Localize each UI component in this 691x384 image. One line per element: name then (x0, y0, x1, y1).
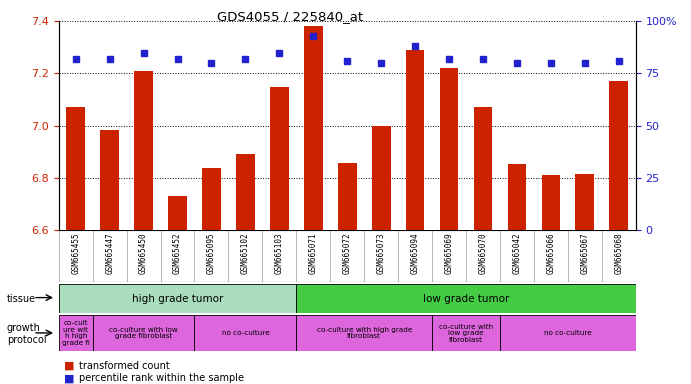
Text: growth
protocol: growth protocol (7, 323, 46, 345)
Bar (202, 168, 221, 230)
Text: GSM665450: GSM665450 (139, 232, 148, 273)
Text: high grade tumor: high grade tumor (132, 293, 223, 304)
Bar (338, 163, 357, 230)
Text: GSM665068: GSM665068 (614, 232, 623, 273)
Text: GSM665069: GSM665069 (444, 232, 453, 273)
Bar (406, 50, 424, 230)
Text: no co-culture: no co-culture (544, 330, 591, 336)
Bar (609, 81, 628, 230)
Bar (542, 175, 560, 230)
Bar (66, 108, 85, 230)
Bar (372, 126, 390, 230)
Bar (296, 284, 636, 313)
Text: co-culture with high grade
fibroblast: co-culture with high grade fibroblast (316, 327, 412, 339)
Text: GSM665452: GSM665452 (173, 232, 182, 273)
Text: ■: ■ (64, 373, 75, 383)
Text: GSM665103: GSM665103 (275, 232, 284, 273)
Bar (576, 174, 594, 230)
Bar (194, 315, 296, 351)
Text: GSM665094: GSM665094 (410, 232, 419, 273)
Text: co-cult
ure wit
h high
grade fi: co-cult ure wit h high grade fi (61, 320, 90, 346)
Text: GSM665067: GSM665067 (580, 232, 589, 273)
Bar (93, 315, 194, 351)
Bar (439, 68, 458, 230)
Text: GSM665070: GSM665070 (478, 232, 487, 273)
Text: GSM665095: GSM665095 (207, 232, 216, 273)
Bar (473, 108, 492, 230)
Text: GSM665066: GSM665066 (547, 232, 556, 273)
Text: co-culture with low
grade fibroblast: co-culture with low grade fibroblast (109, 327, 178, 339)
Text: GSM665072: GSM665072 (343, 232, 352, 273)
Bar (59, 315, 93, 351)
Bar (59, 284, 296, 313)
Text: GSM665073: GSM665073 (377, 232, 386, 273)
Text: GSM665102: GSM665102 (241, 232, 250, 273)
Text: ■: ■ (64, 361, 75, 371)
Text: GSM665042: GSM665042 (513, 232, 522, 273)
Text: low grade tumor: low grade tumor (423, 293, 509, 304)
Bar (432, 315, 500, 351)
Bar (236, 154, 255, 230)
Text: no co-culture: no co-culture (222, 330, 269, 336)
Text: GDS4055 / 225840_at: GDS4055 / 225840_at (217, 10, 363, 23)
Bar (508, 164, 527, 230)
Bar (100, 130, 119, 230)
Bar (270, 86, 289, 230)
Bar (304, 26, 323, 230)
Bar (296, 315, 432, 351)
Bar (500, 315, 636, 351)
Text: GSM665447: GSM665447 (105, 232, 114, 273)
Bar (168, 196, 187, 230)
Bar (134, 71, 153, 230)
Text: GSM665071: GSM665071 (309, 232, 318, 273)
Text: tissue: tissue (7, 294, 36, 304)
Text: co-culture with
low grade
fibroblast: co-culture with low grade fibroblast (439, 324, 493, 343)
Text: transformed count: transformed count (79, 361, 170, 371)
Text: GSM665455: GSM665455 (71, 232, 80, 273)
Text: percentile rank within the sample: percentile rank within the sample (79, 373, 245, 383)
